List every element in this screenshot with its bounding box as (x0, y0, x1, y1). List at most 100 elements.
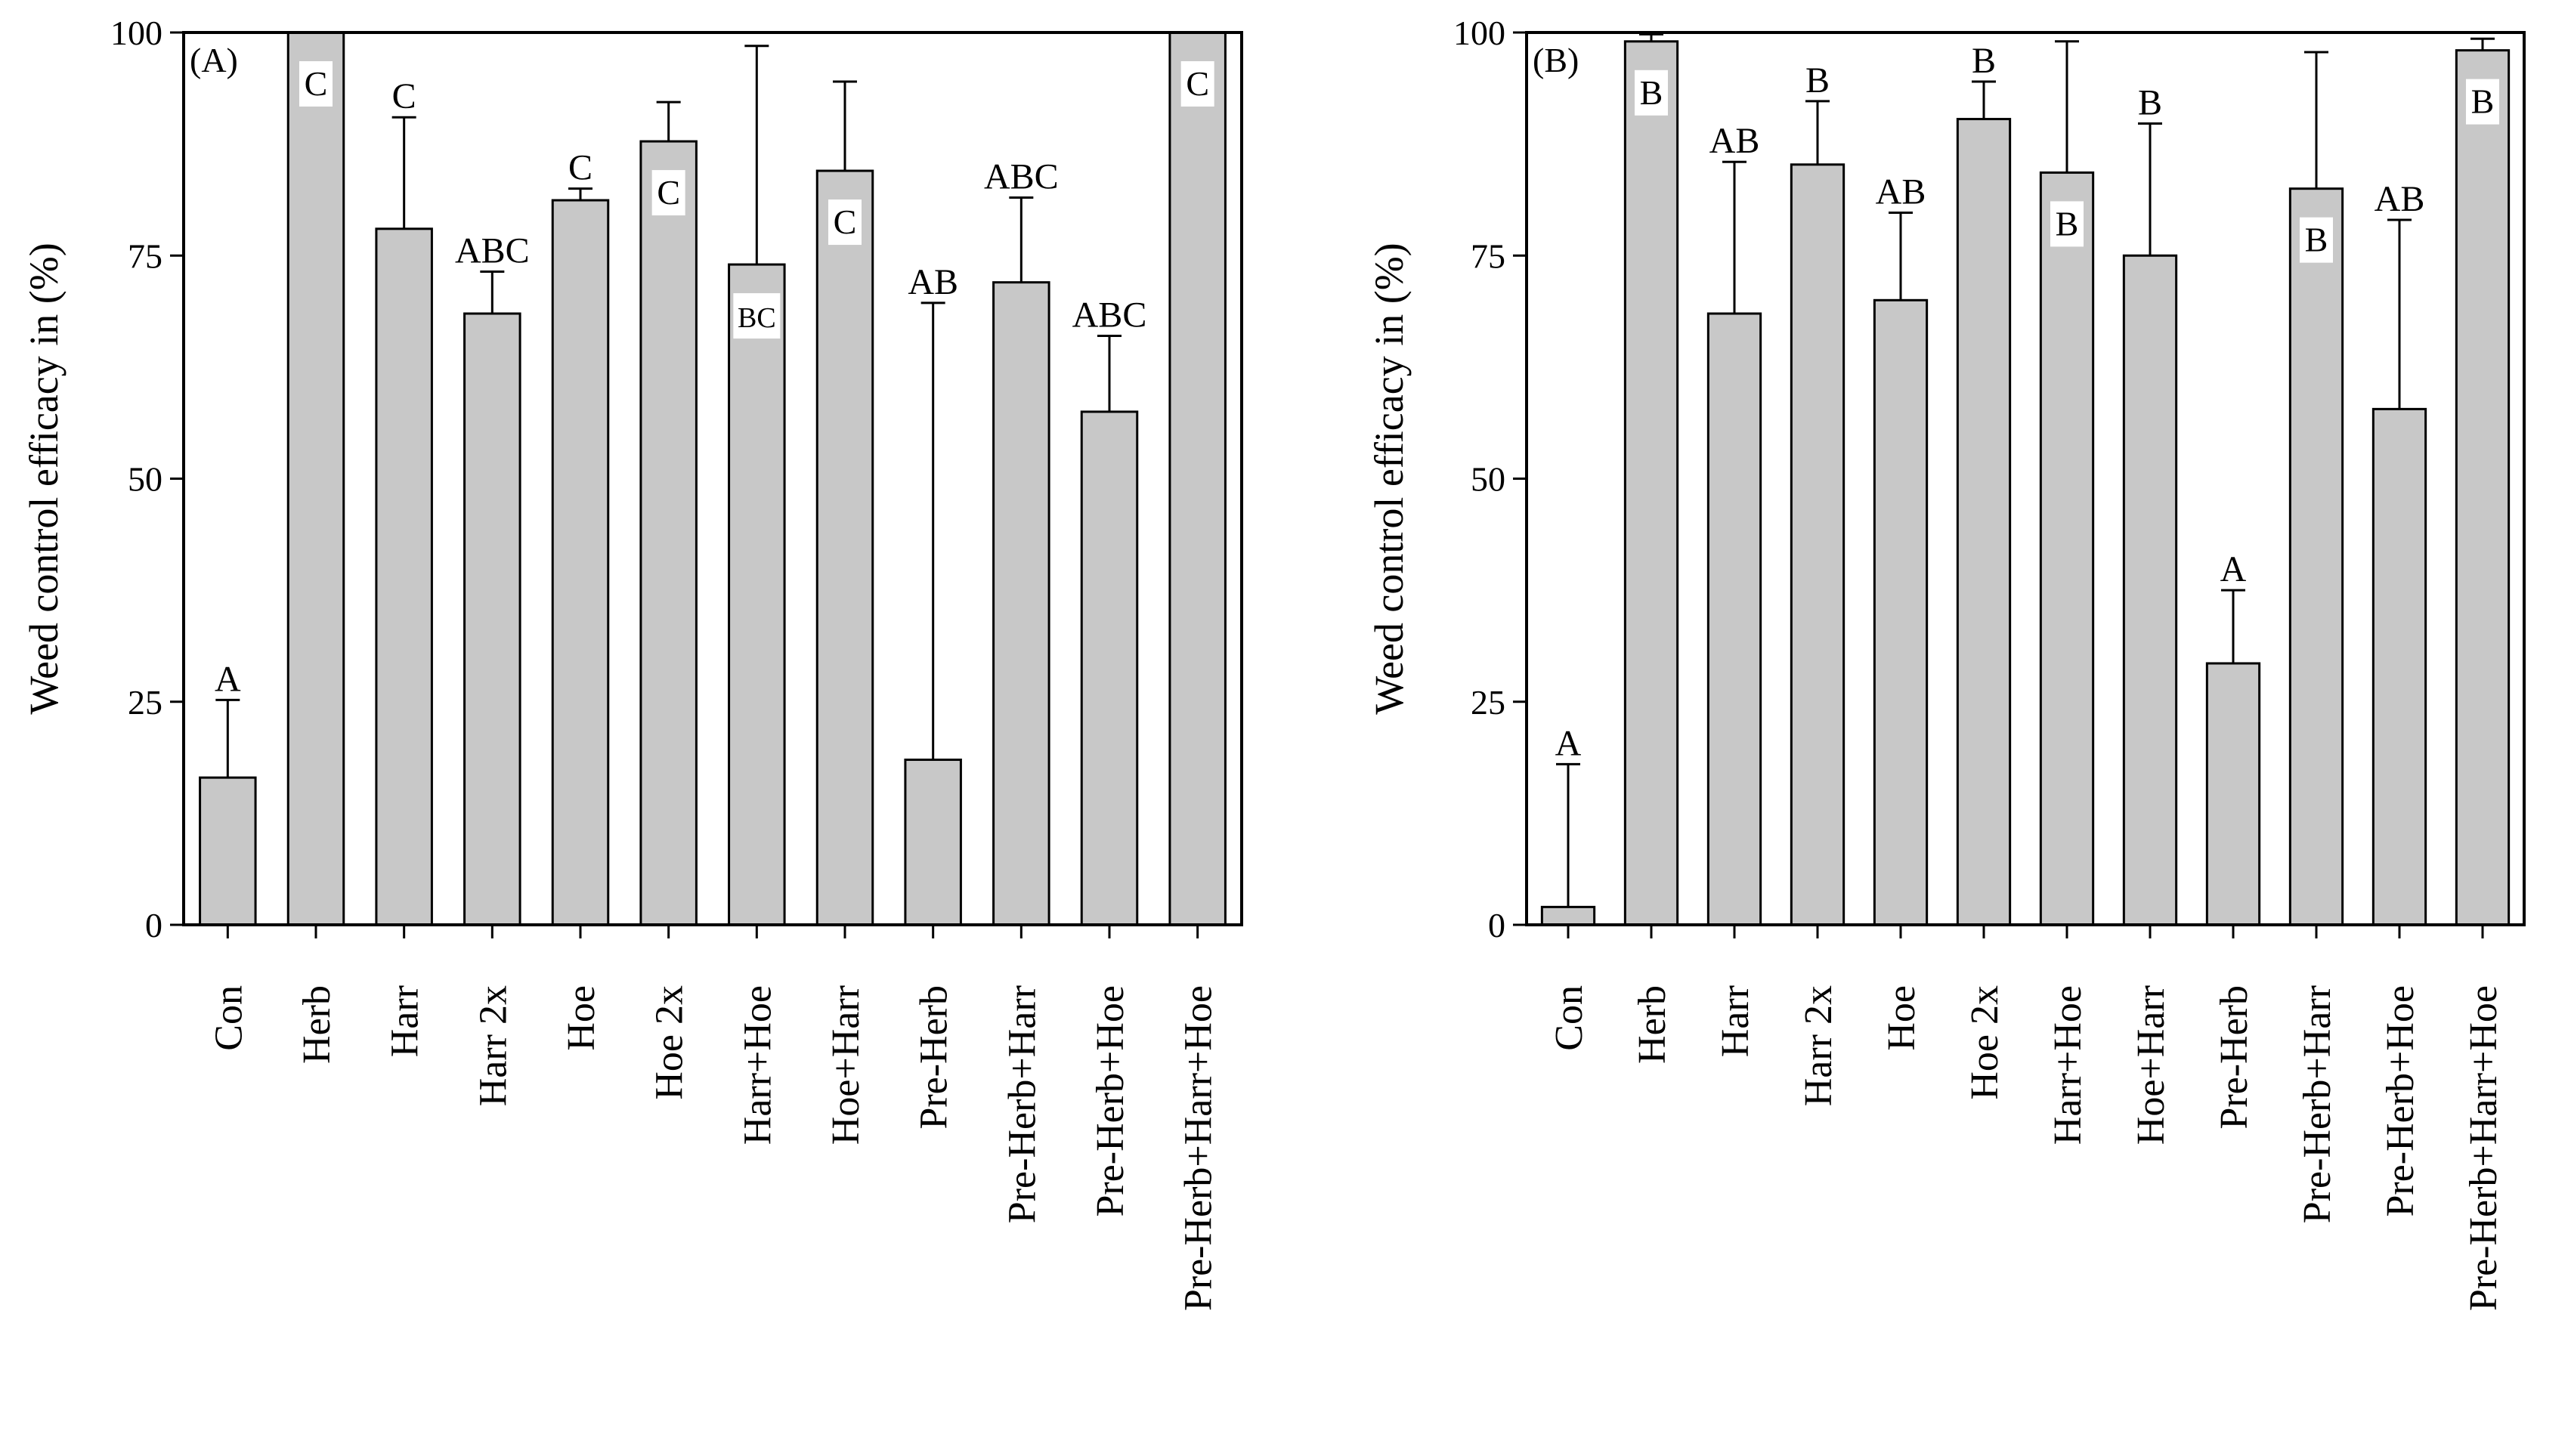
category-label: Con (207, 985, 250, 1051)
significance-letter: BC (738, 302, 776, 334)
significance-letter-box (1635, 70, 1668, 116)
significance-letter: A (2220, 549, 2247, 589)
bar (992, 281, 1050, 926)
significance-letter: C (392, 76, 416, 116)
category-label: Harr (1714, 985, 1757, 1057)
bar (904, 759, 962, 926)
significance-letter-box (733, 293, 781, 339)
category-label: Pre-Herb+Hoe (2379, 985, 2422, 1217)
category-label: Pre-Herb+Harr+Hoe (2462, 985, 2505, 1311)
significance-letter: C (305, 64, 328, 103)
category-label: Hoe+Harr (2130, 985, 2173, 1145)
bar (1790, 163, 1845, 926)
bar (1956, 118, 2012, 926)
significance-letter-box (828, 199, 862, 246)
significance-letter: B (2305, 221, 2328, 259)
significance-letter-box (2050, 201, 2084, 247)
y-axis-title: Weed control efficacy in (%) (21, 243, 67, 714)
bar (1706, 312, 1762, 926)
y-tick-label: 25 (128, 683, 162, 722)
significance-letter: C (834, 202, 857, 241)
panel-label: (A) (190, 41, 238, 79)
y-tick-label: 0 (1488, 906, 1505, 944)
significance-letter: A (1555, 723, 1582, 763)
y-tick-label: 75 (1471, 236, 1505, 275)
category-label: Pre-Herb+Hoe (1089, 985, 1132, 1217)
bar (1540, 905, 1596, 926)
category-label: Hoe (560, 985, 603, 1051)
bar (1168, 31, 1227, 926)
bar (551, 199, 610, 926)
bar (728, 263, 786, 926)
bar (2288, 187, 2344, 926)
significance-letter-box (651, 170, 685, 216)
significance-letter: B (1972, 41, 1996, 81)
category-label: Con (1548, 985, 1591, 1051)
significance-letter-box (2300, 217, 2333, 263)
significance-letter: ABC (1072, 295, 1147, 335)
bar (2039, 171, 2095, 926)
significance-letter: C (657, 173, 680, 212)
y-axis-title: Weed control efficacy in (%) (1366, 243, 1412, 714)
significance-letter: AB (908, 262, 958, 302)
bar (1080, 410, 1139, 926)
bar (286, 31, 345, 926)
category-label: Pre-Herb+Harr (1001, 985, 1044, 1223)
significance-letter: AB (2375, 179, 2425, 219)
panel-label: (B) (1533, 41, 1579, 79)
significance-letter-box (1180, 61, 1214, 107)
significance-letter-box (299, 61, 333, 107)
category-label: Hoe 2x (648, 985, 691, 1100)
significance-letter: C (1186, 64, 1209, 103)
y-tick-label: 100 (1453, 14, 1505, 52)
significance-letter: ABC (984, 156, 1059, 196)
category-label: Hoe+Harr (825, 985, 868, 1145)
bar (199, 776, 257, 926)
panel-b-chart: 0 25 50 75 100 Weed control efficacy in (%) A C… (1366, 14, 2526, 1311)
bar (2205, 662, 2261, 926)
significance-letter: AB (1709, 121, 1760, 161)
bar (463, 312, 521, 926)
plot-frame (1525, 31, 2526, 926)
category-label: Pre-Herb+Harr (2296, 985, 2339, 1223)
bar (1873, 298, 1929, 926)
significance-letter: B (2471, 82, 2495, 121)
category-label: Hoe 2x (1963, 985, 2006, 1100)
bar (1623, 40, 1679, 926)
category-label: Hoe (1880, 985, 1923, 1051)
category-label: Pre-Herb+Harr+Hoe (1177, 985, 1221, 1311)
bar (2371, 407, 2427, 926)
bar (2455, 49, 2511, 926)
significance-letter: B (1805, 60, 1830, 100)
category-label: Harr 2x (1797, 985, 1840, 1106)
category-label: Pre-Herb (2213, 985, 2256, 1130)
category-label: Harr+Hoe (2047, 985, 2090, 1145)
significance-letter: B (2138, 82, 2162, 122)
y-tick-label: 75 (128, 236, 162, 275)
plot-frame (182, 31, 1243, 926)
significance-letter: B (2056, 204, 2079, 243)
significance-letter: C (568, 148, 592, 188)
panel-a-chart: 0 25 50 75 100 Weed control efficacy in (%) A C… (21, 14, 1243, 1311)
category-label: Harr 2x (472, 985, 515, 1106)
y-tick-label: 50 (1471, 460, 1505, 499)
bar (2122, 254, 2178, 926)
y-tick-label: 50 (128, 460, 162, 499)
significance-letter: B (1640, 73, 1663, 112)
significance-letter: AB (1876, 172, 1926, 212)
y-tick-label: 100 (110, 14, 162, 52)
significance-letter: ABC (455, 231, 530, 271)
category-label: Harr+Hoe (736, 985, 779, 1145)
y-tick-label: 0 (145, 906, 162, 944)
y-tick-label: 25 (1471, 683, 1505, 722)
category-label: Pre-Herb (913, 985, 956, 1130)
bar (375, 227, 433, 926)
bar (639, 140, 698, 926)
significance-letter-box (2466, 79, 2499, 125)
category-label: Herb (295, 985, 339, 1064)
category-label: Harr (384, 985, 427, 1057)
category-label: Herb (1631, 985, 1674, 1064)
significance-letter: A (215, 659, 241, 699)
bar (815, 169, 874, 926)
